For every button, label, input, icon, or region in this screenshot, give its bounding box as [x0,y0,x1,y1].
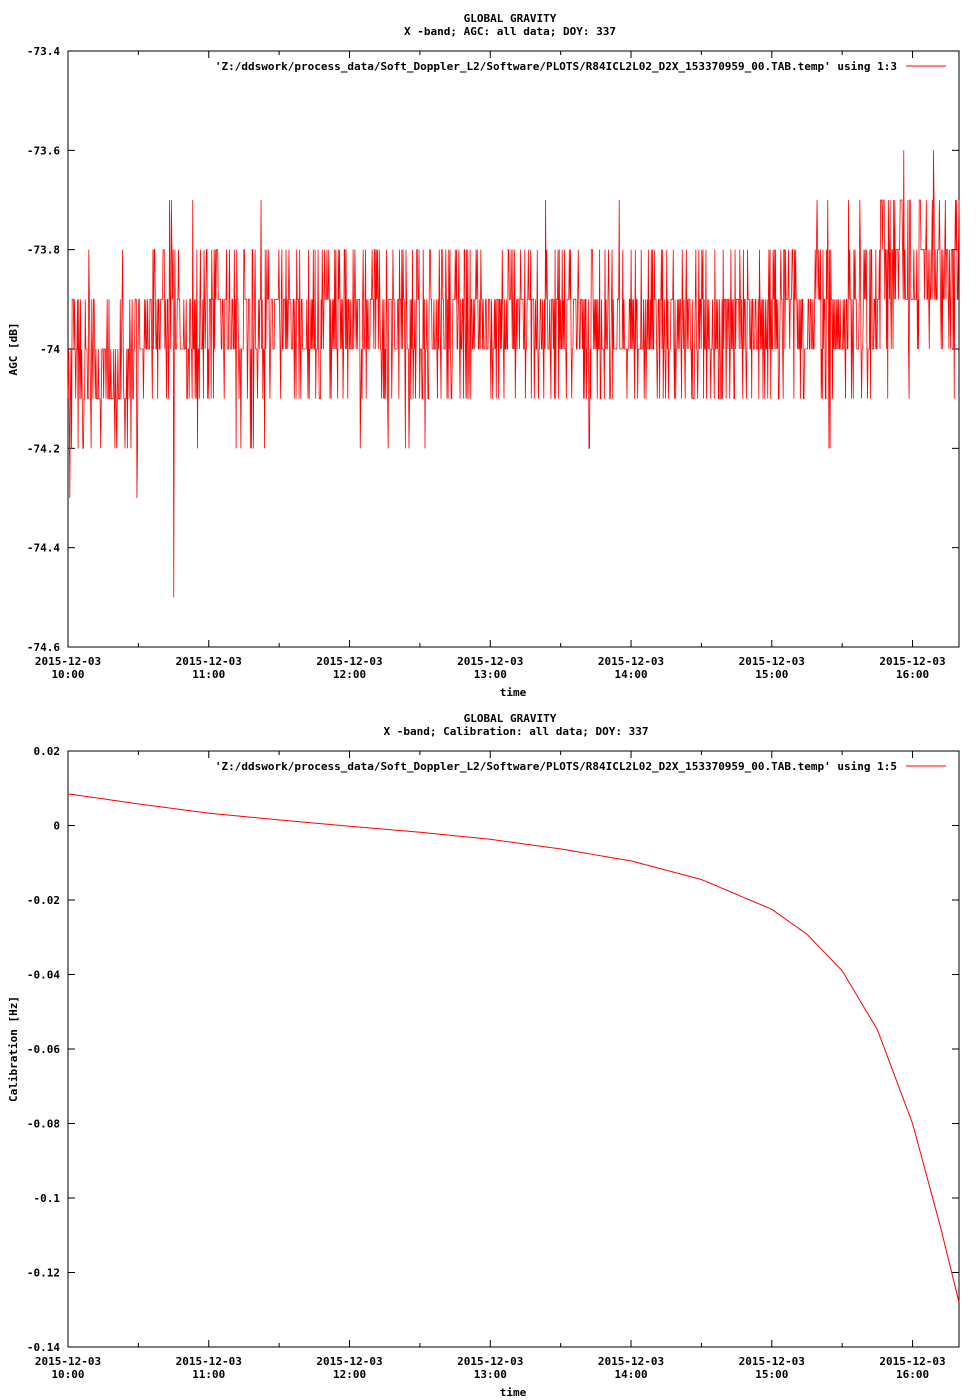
x-tick-label-time: 12:00 [333,1368,366,1381]
chart-subtitle: X -band; AGC: all data; DOY: 337 [404,25,616,38]
x-tick-label-date: 2015-12-03 [35,1355,101,1368]
y-tick-label: 0 [53,820,60,833]
plot-frame [67,750,960,1348]
x-tick-label-date: 2015-12-03 [176,1355,242,1368]
y-axis-label: AGC [dB] [7,323,20,376]
y-tick-label: -0.06 [27,1043,60,1056]
x-tick-label-time: 14:00 [614,1368,647,1381]
y-tick-label: -0.14 [27,1341,60,1354]
y-tick-label: -0.04 [27,969,60,982]
x-tick-label-time: 16:00 [896,668,929,681]
y-tick-label: -0.02 [27,894,60,907]
agc-chart: GLOBAL GRAVITY X -band; AGC: all data; D… [7,12,960,699]
x-tick-label-date: 2015-12-03 [316,655,382,668]
y-tick-label: 0.02 [34,745,61,758]
series-group [67,793,960,1303]
x-axis-label: time [500,1386,527,1399]
chart-title: GLOBAL GRAVITY [464,712,557,725]
x-tick-label-time: 11:00 [192,668,225,681]
legend-label: 'Z:/ddswork/process_data/Soft_Doppler_L2… [215,60,897,73]
x-tick-label-time: 16:00 [896,1368,929,1381]
y-tick-label: -0.12 [27,1267,60,1280]
x-axis-label: time [500,686,527,699]
x-tick-label-date: 2015-12-03 [457,1355,523,1368]
series-group [67,150,960,598]
x-tick-label-date: 2015-12-03 [598,1355,664,1368]
x-tick-label-time: 14:00 [614,668,647,681]
x-tick-label-time: 13:00 [474,668,507,681]
x-tick-label-date: 2015-12-03 [316,1355,382,1368]
x-tick-label-date: 2015-12-03 [739,655,805,668]
x-tick-label-time: 15:00 [755,1368,788,1381]
x-tick-label-date: 2015-12-03 [35,655,101,668]
x-tick-label-time: 10:00 [51,1368,84,1381]
y-tick-label: -74.2 [27,442,60,455]
y-tick-label: -74.6 [27,641,60,654]
y-axis-label: Calibration [Hz] [7,996,20,1102]
legend-label: 'Z:/ddswork/process_data/Soft_Doppler_L2… [215,760,897,773]
x-tick-label-date: 2015-12-03 [176,655,242,668]
y-tick-label: -0.08 [27,1118,60,1131]
x-tick-label-time: 15:00 [755,668,788,681]
y-tick-label: -73.6 [27,144,60,157]
y-tick-label: -74 [40,343,60,356]
axis-ticks: -73.4-73.6-73.8-74-74.2-74.4-74.62015-12… [27,45,959,681]
chart-title: GLOBAL GRAVITY [464,12,557,25]
agc-series-line [67,150,960,598]
y-tick-label: -73.4 [27,45,60,58]
legend: 'Z:/ddswork/process_data/Soft_Doppler_L2… [215,760,946,773]
x-tick-label-time: 13:00 [474,1368,507,1381]
y-tick-label: -0.1 [34,1192,61,1205]
legend: 'Z:/ddswork/process_data/Soft_Doppler_L2… [215,60,946,73]
x-tick-label-date: 2015-12-03 [879,1355,945,1368]
x-tick-label-date: 2015-12-03 [879,655,945,668]
x-tick-label-time: 11:00 [192,1368,225,1381]
y-tick-label: -74.4 [27,542,60,555]
x-tick-label-date: 2015-12-03 [598,655,664,668]
x-tick-label-date: 2015-12-03 [739,1355,805,1368]
calibration-series-line [67,793,960,1303]
chart-subtitle: X -band; Calibration: all data; DOY: 337 [384,725,649,738]
axis-ticks: 0.020-0.02-0.04-0.06-0.08-0.1-0.12-0.142… [27,745,959,1381]
x-tick-label-time: 12:00 [333,668,366,681]
x-tick-label-date: 2015-12-03 [457,655,523,668]
x-tick-label-time: 10:00 [51,668,84,681]
y-tick-label: -73.8 [27,244,60,257]
calibration-chart: GLOBAL GRAVITY X -band; Calibration: all… [7,712,960,1399]
